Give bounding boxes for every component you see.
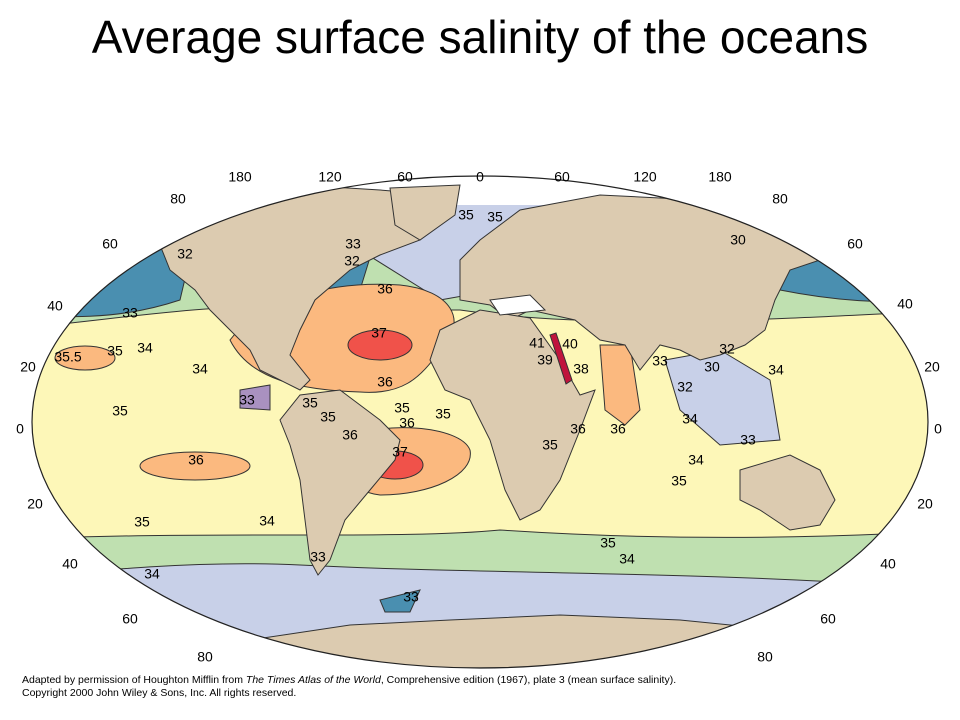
salinity-label: 35 (302, 395, 318, 411)
latitude-label: 80 (170, 191, 186, 207)
salinity-label: 33 (403, 589, 419, 605)
latitude-label: 80 (757, 649, 773, 665)
salinity-label: 34 (144, 566, 160, 582)
longitude-label: 180 (708, 169, 732, 185)
longitude-label: 0 (476, 169, 484, 185)
longitude-label: 120 (633, 169, 657, 185)
salinity-label: 35 (134, 514, 150, 530)
salinity-label: 34 (192, 361, 208, 377)
caption-line: Adapted by permission of Houghton Miffli… (22, 674, 676, 687)
salinity-label: 36 (342, 427, 358, 443)
salinity-label: 35 (435, 406, 451, 422)
salinity-label: 40 (562, 336, 578, 352)
salinity-label: 30 (704, 359, 720, 375)
salinity-label: 35 (542, 437, 558, 453)
labels: 180 120 60 0 60 120 180 80 60 40 20 0 20 40 60 80 80 60 40… (16, 169, 942, 665)
caption-text: , Comprehensive edition (1967), plate 3 … (380, 674, 677, 686)
salinity-label: 36 (570, 421, 586, 437)
salinity-label: 35.5 (54, 349, 81, 365)
longitude-label: 180 (228, 169, 252, 185)
salinity-label: 33 (239, 392, 255, 408)
salinity-label: 39 (537, 352, 553, 368)
salinity-label: 34 (688, 452, 704, 468)
latitude-label: 20 (20, 359, 36, 375)
salinity-label: 35 (600, 535, 616, 551)
salinity-label: 33 (652, 353, 668, 369)
latitude-label: 20 (917, 496, 933, 512)
longitude-label: 60 (554, 169, 570, 185)
latitude-label: 40 (47, 298, 63, 314)
latitude-label: 80 (197, 649, 213, 665)
salinity-label: 34 (259, 513, 275, 529)
salinity-label: 34 (768, 362, 784, 378)
caption-line: Copyright 2000 John Wiley & Sons, Inc. A… (22, 687, 297, 699)
map-body (32, 176, 928, 668)
latitude-label: 0 (16, 421, 24, 437)
salinity-label: 33 (122, 305, 138, 321)
salinity-label: 36 (610, 421, 626, 437)
salinity-label: 30 (730, 232, 746, 248)
latitude-label: 40 (897, 296, 913, 312)
latitude-label: 40 (880, 556, 896, 572)
caption-title: The Times Atlas of the World (245, 674, 381, 686)
salinity-label: 36 (399, 415, 415, 431)
latitude-label: 60 (820, 611, 836, 627)
salinity-label: 34 (137, 340, 153, 356)
caption: Adapted by permission of Houghton Miffli… (22, 674, 676, 700)
salinity-label: 36 (377, 374, 393, 390)
salinity-label: 41 (529, 335, 545, 351)
salinity-label: 33 (345, 236, 361, 252)
salinity-label: 33 (740, 432, 756, 448)
salinity-label: 35 (320, 409, 336, 425)
salinity-label: 34 (682, 411, 698, 427)
salinity-label: 33 (310, 549, 326, 565)
latitude-label: 0 (934, 421, 942, 437)
salinity-label: 35 (458, 207, 474, 223)
salinity-label: 38 (573, 361, 589, 377)
latitude-label: 80 (772, 191, 788, 207)
latitude-label: 60 (847, 236, 863, 252)
latitude-label: 60 (122, 611, 138, 627)
salinity-label: 36 (377, 281, 393, 297)
latitude-label: 40 (62, 556, 78, 572)
salinity-label: 32 (719, 341, 735, 357)
salinity-label: 32 (677, 379, 693, 395)
salinity-label: 35 (394, 400, 410, 416)
salinity-label: 34 (619, 551, 635, 567)
salinity-label: 35 (107, 343, 123, 359)
latitude-label: 60 (102, 236, 118, 252)
latitude-label: 20 (27, 496, 43, 512)
salinity-label: 32 (344, 253, 360, 269)
salinity-label: 37 (371, 325, 387, 341)
salinity-label: 35 (671, 473, 687, 489)
salinity-map: 180 120 60 0 60 120 180 80 60 40 20 0 20 40 60 80 80 60 40… (16, 169, 942, 669)
salinity-label: 36 (188, 452, 204, 468)
longitude-label: 120 (318, 169, 342, 185)
longitude-label: 60 (397, 169, 413, 185)
title: Average surface salinity of the oceans (91, 11, 869, 63)
salinity-label: 37 (392, 444, 408, 460)
caption-text: Adapted by permission of Houghton Miffli… (22, 674, 246, 686)
salinity-label: 32 (177, 246, 193, 262)
salinity-label: 35 (112, 403, 128, 419)
salinity-label: 35 (487, 209, 503, 225)
latitude-label: 20 (924, 359, 940, 375)
